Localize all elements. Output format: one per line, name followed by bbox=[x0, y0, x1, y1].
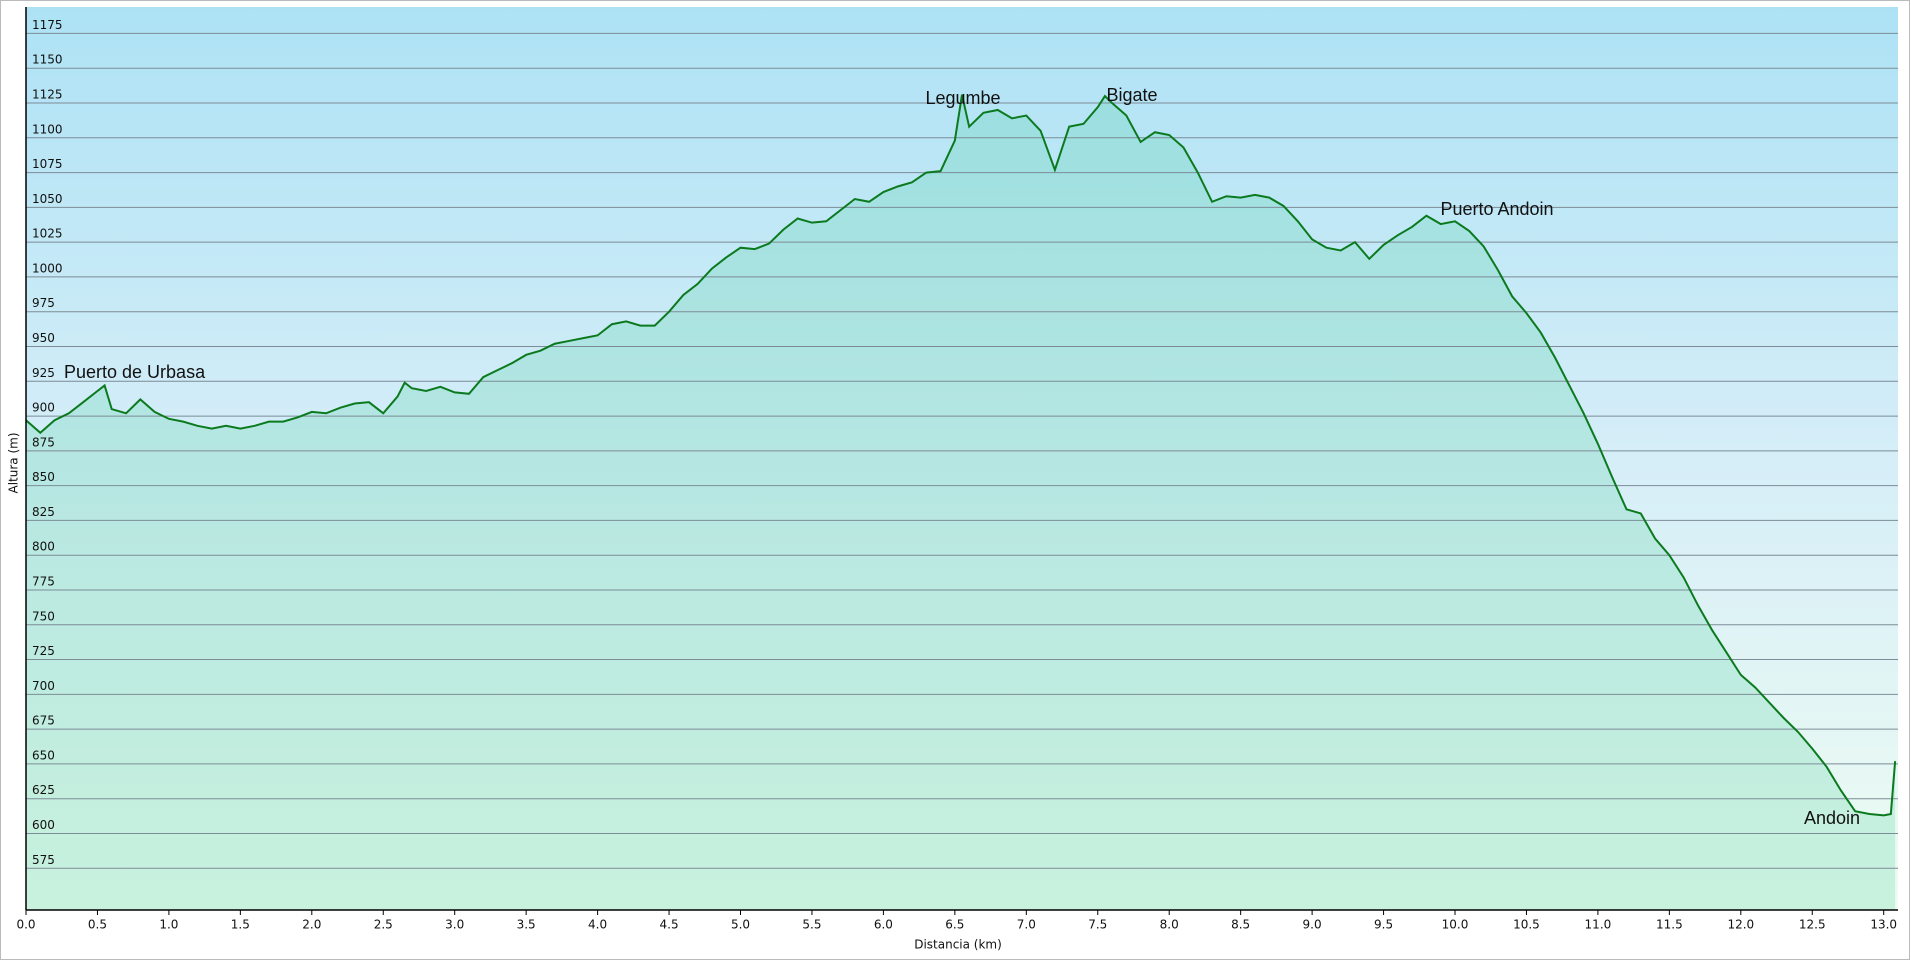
y-tick-label: 675 bbox=[32, 714, 55, 728]
y-axis-title: Altura (m) bbox=[7, 432, 21, 493]
y-tick-label: 625 bbox=[32, 783, 55, 797]
y-tick-label: 950 bbox=[32, 331, 55, 345]
x-tick-label: 8.5 bbox=[1231, 918, 1250, 932]
y-tick-label: 750 bbox=[32, 609, 55, 623]
y-tick-label: 900 bbox=[32, 401, 55, 415]
y-tick-label: 825 bbox=[32, 505, 55, 519]
x-tick-label: 3.5 bbox=[517, 918, 536, 932]
y-tick-label: 1100 bbox=[32, 122, 63, 136]
y-tick-label: 600 bbox=[32, 818, 55, 832]
x-tick-label: 5.0 bbox=[731, 918, 750, 932]
x-tick-label: 10.5 bbox=[1513, 918, 1540, 932]
x-tick-label: 8.0 bbox=[1160, 918, 1179, 932]
y-tick-label: 975 bbox=[32, 296, 55, 310]
x-tick-label: 3.0 bbox=[445, 918, 464, 932]
x-tick-label: 10.0 bbox=[1442, 918, 1469, 932]
annotation: Andoin bbox=[1804, 808, 1860, 828]
x-tick-label: 0.0 bbox=[16, 918, 35, 932]
x-tick-label: 9.0 bbox=[1303, 918, 1322, 932]
y-tick-label: 775 bbox=[32, 574, 55, 588]
x-tick-label: 2.5 bbox=[374, 918, 393, 932]
plot-background bbox=[26, 7, 1898, 910]
x-tick-label: 4.5 bbox=[660, 918, 679, 932]
x-tick-label: 0.5 bbox=[88, 918, 107, 932]
y-tick-label: 575 bbox=[32, 853, 55, 867]
x-tick-label: 6.5 bbox=[945, 918, 964, 932]
y-tick-label: 800 bbox=[32, 540, 55, 554]
annotation: Legumbe bbox=[925, 88, 1000, 108]
x-tick-label: 13.0 bbox=[1870, 918, 1897, 932]
y-tick-label: 1125 bbox=[32, 88, 63, 102]
x-tick-label: 4.0 bbox=[588, 918, 607, 932]
y-tick-label: 1075 bbox=[32, 157, 63, 171]
x-axis-title: Distancia (km) bbox=[914, 938, 1002, 952]
y-tick-label: 725 bbox=[32, 644, 55, 658]
y-tick-label: 650 bbox=[32, 748, 55, 762]
y-tick-label: 700 bbox=[32, 679, 55, 693]
x-tick-label: 5.5 bbox=[802, 918, 821, 932]
elevation-line bbox=[25, 94, 1897, 817]
x-tick-label: 7.5 bbox=[1088, 918, 1107, 932]
x-tick-label: 7.0 bbox=[1017, 918, 1036, 932]
y-tick-label: 1000 bbox=[32, 261, 63, 275]
x-tick-label: 1.0 bbox=[159, 918, 178, 932]
x-tick-label: 11.0 bbox=[1585, 918, 1612, 932]
area-fill bbox=[26, 94, 1896, 910]
y-tick-label: 1025 bbox=[32, 227, 63, 241]
x-tick-label: 9.5 bbox=[1374, 918, 1393, 932]
x-tick-label: 6.0 bbox=[874, 918, 893, 932]
x-tick-label: 1.5 bbox=[231, 918, 250, 932]
annotation: Puerto de Urbasa bbox=[64, 362, 206, 382]
y-tick-label: 1150 bbox=[32, 53, 63, 67]
y-tick-label: 1175 bbox=[32, 18, 63, 32]
annotation: Bigate bbox=[1106, 85, 1157, 105]
x-tick-label: 11.5 bbox=[1656, 918, 1683, 932]
y-tick-label: 1050 bbox=[32, 192, 63, 206]
y-tick-label: 925 bbox=[32, 366, 55, 380]
x-tick-label: 12.0 bbox=[1727, 918, 1754, 932]
annotation: Puerto Andoin bbox=[1440, 199, 1553, 219]
x-tick-label: 2.0 bbox=[302, 918, 321, 932]
y-tick-label: 850 bbox=[32, 470, 55, 484]
x-tick-label: 12.5 bbox=[1799, 918, 1826, 932]
y-tick-label: 875 bbox=[32, 435, 55, 449]
